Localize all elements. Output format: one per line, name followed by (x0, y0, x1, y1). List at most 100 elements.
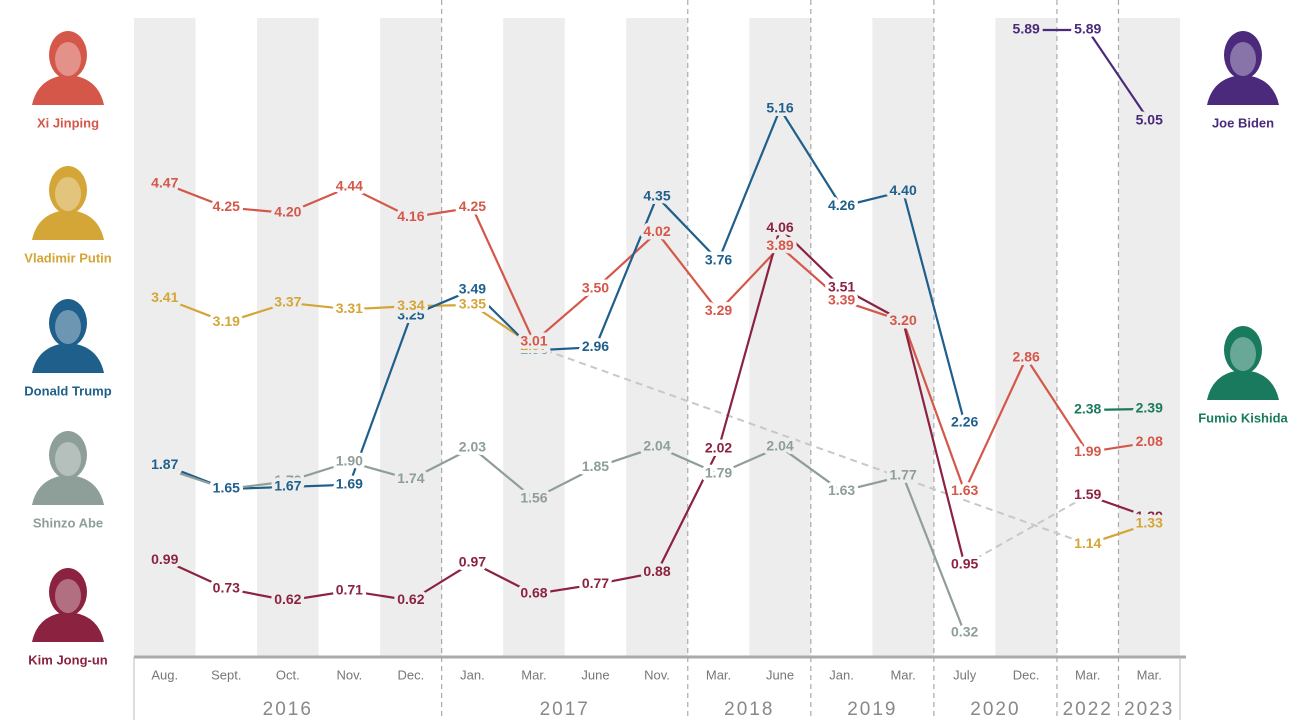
x-tick-label: Jan. (829, 667, 854, 682)
x-tick-label: Aug. (151, 667, 178, 682)
legend-label: Fumio Kishida (1198, 410, 1288, 425)
x-tick-label: Sept. (211, 667, 241, 682)
portrait-head (49, 166, 87, 214)
value-label: 2.26 (951, 414, 978, 430)
portrait-shoulders (32, 612, 104, 642)
value-label: 0.97 (459, 553, 486, 569)
value-label: 1.87 (151, 456, 178, 472)
value-label: 1.39 (1136, 508, 1163, 524)
value-label: 2.39 (1136, 400, 1163, 416)
value-label: 0.95 (951, 556, 978, 572)
legend-item: Vladimir Putin (24, 166, 112, 265)
legend-item: Shinzo Abe (32, 431, 104, 530)
legend-label: Shinzo Abe (33, 515, 103, 530)
gap-connector (533, 345, 1089, 546)
value-label: 2.04 (766, 437, 793, 453)
value-label: 1.84 (151, 459, 178, 475)
value-label: 4.47 (151, 174, 178, 190)
x-tick-label: Oct. (276, 667, 300, 682)
value-label: 1.56 (520, 489, 547, 505)
value-label: 0.77 (582, 575, 609, 591)
value-label: 1.77 (889, 467, 916, 483)
value-label: 2.02 (705, 440, 732, 456)
column-band (1118, 18, 1180, 656)
column-band (380, 18, 442, 656)
value-label: 3.01 (520, 332, 547, 348)
lines (164, 28, 1151, 634)
value-label: 1.63 (951, 482, 978, 498)
value-label: 0.73 (213, 579, 240, 595)
value-label: 3.37 (274, 294, 301, 310)
portrait-head (49, 431, 87, 479)
value-label: 3.50 (582, 279, 609, 295)
value-label: 0.99 (151, 551, 178, 567)
portrait-face (55, 442, 81, 476)
column-band (995, 18, 1057, 656)
portrait-face (55, 310, 81, 344)
value-label: 0.88 (643, 563, 670, 579)
portrait-face (55, 579, 81, 613)
portrait-shoulders (1207, 75, 1279, 105)
value-label: 0.71 (336, 581, 363, 597)
x-tick-label: Mar. (1075, 667, 1100, 682)
portrait-shoulders (32, 343, 104, 373)
x-tick-label: June (766, 667, 794, 682)
x-tick-label: Jan. (460, 667, 485, 682)
value-label: 0.62 (397, 591, 424, 607)
value-label: 4.25 (459, 198, 486, 214)
value-label: 1.65 (213, 480, 240, 496)
column-band (134, 18, 196, 656)
value-label: 0.32 (951, 624, 978, 640)
value-label: 3.29 (705, 302, 732, 318)
x-tick-label: Dec. (1013, 667, 1040, 682)
legend-item: Joe Biden (1207, 31, 1279, 130)
value-label: 1.99 (1074, 443, 1101, 459)
value-label: 2.86 (1013, 349, 1040, 365)
legend-item: Xi Jinping (32, 31, 104, 130)
value-label: 2.97 (520, 337, 547, 353)
value-label: 3.19 (213, 313, 240, 329)
value-label: 2.96 (582, 338, 609, 354)
value-label: 3.25 (397, 307, 424, 323)
value-label: 5.89 (1074, 21, 1101, 37)
value-label: 3.41 (151, 289, 178, 305)
value-label: 5.05 (1136, 112, 1163, 128)
value-label: 4.02 (643, 223, 670, 239)
year-label: 2023 (1124, 699, 1174, 720)
series-line (164, 445, 966, 634)
value-label: 3.31 (336, 300, 363, 316)
value-label: 2.03 (459, 439, 486, 455)
column-band (872, 18, 934, 656)
legend-label: Donald Trump (24, 383, 111, 398)
series-line (1026, 28, 1151, 122)
value-label: 1.90 (336, 453, 363, 469)
value-label: 3.49 (459, 281, 486, 297)
portrait-head (49, 31, 87, 79)
value-label: 1.67 (274, 478, 301, 494)
value-label: 1.59 (1074, 486, 1101, 502)
value-label: 2.04 (643, 437, 670, 453)
x-tick-label: June (581, 667, 609, 682)
series-line (164, 227, 1150, 602)
legend-label: Xi Jinping (37, 115, 99, 130)
value-label: 5.89 (1013, 21, 1040, 37)
value-label: 3.35 (459, 296, 486, 312)
portrait-shoulders (32, 475, 104, 505)
column-band (503, 18, 565, 656)
year-label: 2019 (847, 699, 897, 720)
portrait-head (49, 299, 87, 347)
value-label: 2.93 (520, 341, 547, 357)
portrait-head (1224, 31, 1262, 79)
column-band (626, 18, 688, 656)
x-tick-label: Mar. (706, 667, 731, 682)
value-label: 1.69 (336, 475, 363, 491)
value-label: 3.34 (397, 297, 424, 313)
value-label: 1.85 (582, 458, 609, 474)
year-label: 2020 (970, 699, 1020, 720)
column-band (749, 18, 811, 656)
year-label: 2018 (724, 699, 774, 720)
value-label: 3.20 (889, 312, 916, 328)
value-label: 4.16 (397, 208, 424, 224)
value-label: 1.72 (274, 472, 301, 488)
